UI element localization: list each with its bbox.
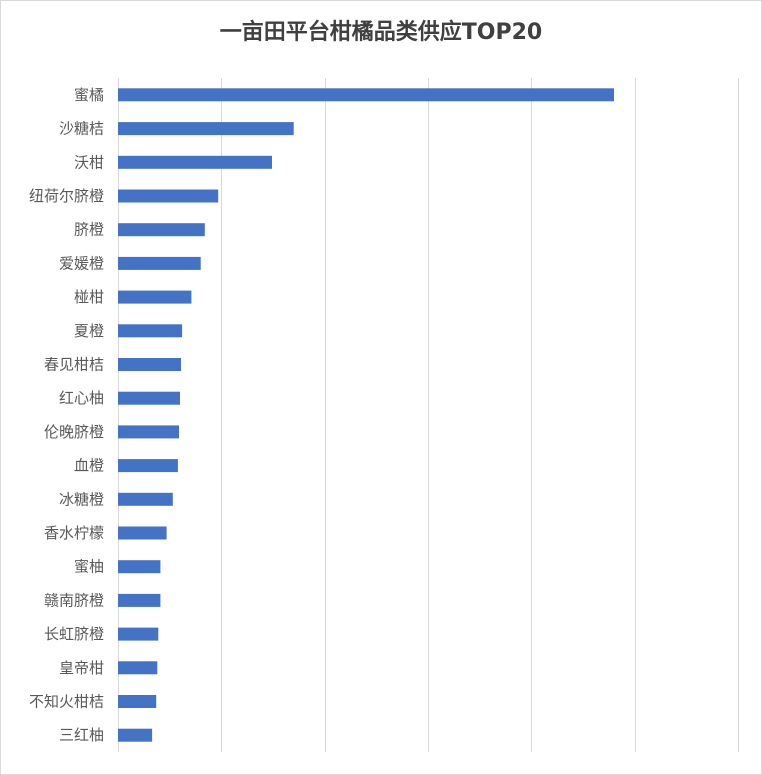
category-label: 皇帝柑 xyxy=(59,659,104,677)
bars xyxy=(118,88,614,742)
category-label: 赣南脐橙 xyxy=(44,591,104,609)
gridlines xyxy=(118,78,739,752)
bar xyxy=(118,122,294,136)
category-label: 不知火柑桔 xyxy=(29,693,104,711)
category-label: 香水柠檬 xyxy=(44,524,104,542)
category-label: 脐橙 xyxy=(74,221,104,239)
bar xyxy=(118,88,614,102)
category-label: 春见柑桔 xyxy=(44,356,104,374)
bar xyxy=(118,290,192,304)
bar xyxy=(118,627,159,641)
chart-title: 一亩田平台柑橘品类供应TOP20 xyxy=(219,20,543,45)
bar xyxy=(118,324,183,338)
bar xyxy=(118,492,173,506)
bar xyxy=(118,425,179,439)
category-labels: 蜜橘沙糖桔沃柑纽荷尔脐橙脐橙爱媛橙椪柑夏橙春见柑桔红心柚伦晚脐橙血橙冰糖橙香水柠… xyxy=(29,86,104,744)
category-label: 冰糖橙 xyxy=(59,490,104,508)
bar xyxy=(118,256,201,270)
bar xyxy=(118,223,205,237)
category-label: 蜜橘 xyxy=(74,86,104,104)
bar xyxy=(118,661,158,675)
bar xyxy=(118,155,272,169)
bar xyxy=(118,560,161,574)
category-label: 蜜柚 xyxy=(74,558,104,576)
category-label: 沃柑 xyxy=(74,153,104,171)
bar xyxy=(118,358,181,371)
bar xyxy=(118,593,161,607)
category-label: 夏橙 xyxy=(74,322,104,340)
bar xyxy=(118,459,178,473)
category-label: 三红柚 xyxy=(59,726,104,744)
category-label: 纽荷尔脐橙 xyxy=(29,187,104,205)
category-label: 红心柚 xyxy=(59,389,104,407)
bar xyxy=(118,189,219,203)
category-label: 椪柑 xyxy=(74,288,104,306)
category-label: 伦晚脐橙 xyxy=(44,423,104,441)
category-label: 长虹脐橙 xyxy=(44,625,104,643)
category-label: 爱媛橙 xyxy=(59,254,104,272)
bar xyxy=(118,695,157,708)
bar xyxy=(118,391,180,405)
category-label: 沙糖桔 xyxy=(59,120,104,138)
bar xyxy=(118,526,167,540)
category-label: 血橙 xyxy=(74,457,104,475)
bar xyxy=(118,728,153,742)
